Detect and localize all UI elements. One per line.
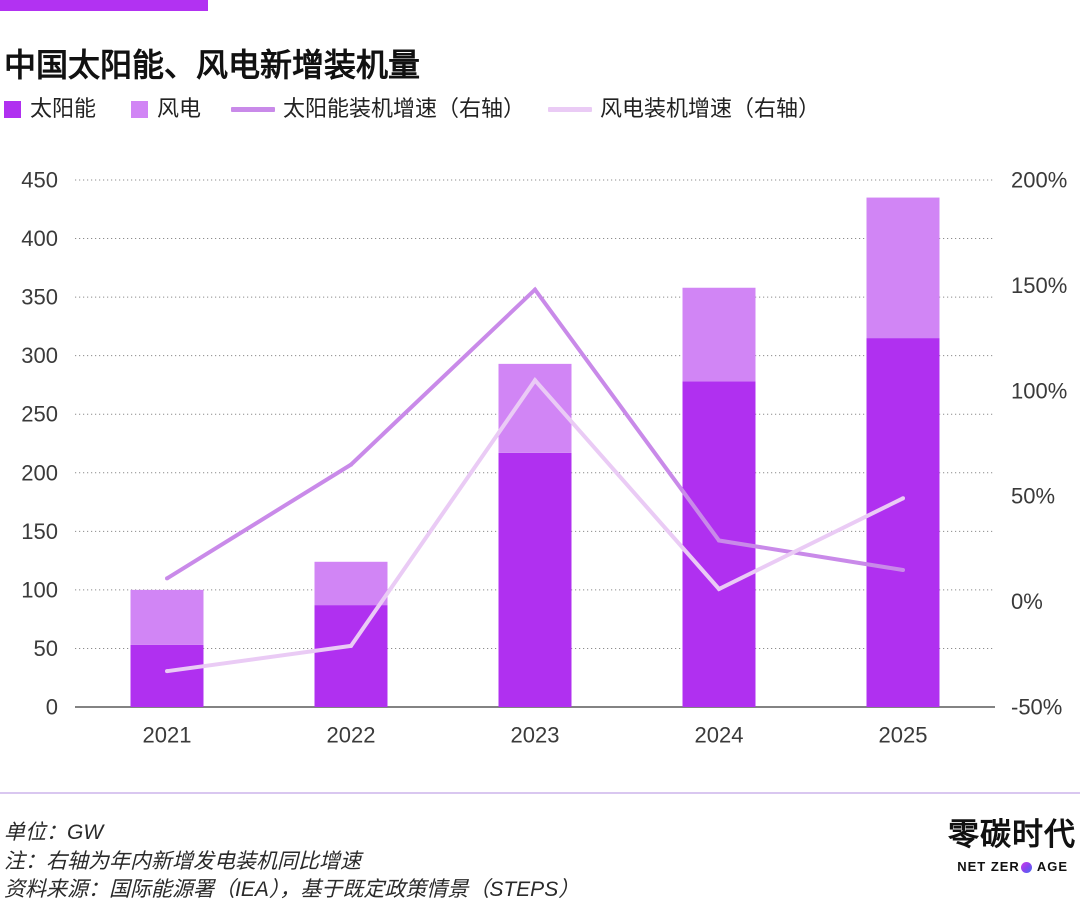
y-right-tick-label-1: 0% [1011,589,1043,614]
y-right-tick-label-3: 100% [1011,378,1067,403]
x-tick-label-2024: 2024 [695,723,744,748]
point-wind-growth-2022 [349,643,353,648]
logo-name: 零碳时代 [948,817,1076,852]
legend-line-wind-growth [548,106,592,112]
bar-solar-2022 [314,605,388,707]
y-left-tick-label-50: 50 [34,636,58,661]
source-note: 资料来源：国际能源署（IEA），基于既定政策情景（STEPS） [4,878,580,901]
x-tick-label-2021: 2021 [143,723,192,748]
legend-label-wind-growth: 风电装机增速（右轴） [600,96,821,121]
y-left-tick-label-150: 150 [21,519,58,544]
brand-logo: 零碳时代 NET ZER AGE [926,818,1076,874]
y-right-tick-label-0: -50% [1011,695,1062,720]
top-accent-bar [0,0,208,11]
y-left-tick-label-300: 300 [21,343,58,368]
bar-solar-2021 [130,644,204,707]
legend-swatch-solar [4,100,21,118]
point-wind-growth-2024 [717,586,721,591]
bar-wind-2024 [682,287,756,382]
axis-note: 注：右轴为年内新增发电装机同比增速 [4,849,361,873]
y-left-tick-label-200: 200 [21,460,58,485]
legend-item-wind-growth: 风电装机增速（右轴） [548,97,820,121]
unit-note: 单位：GW [4,821,104,844]
bar-solar-2023 [498,452,572,707]
logo-tagline-left: NET ZER [957,859,1020,874]
footer-divider [0,792,1080,794]
y-right-tick-label-5: 200% [1011,168,1067,193]
legend-item-solar: 太阳能 [4,97,96,121]
logo-dot-icon [1020,861,1032,873]
chart-title: 中国太阳能、风电新增装机量 [4,47,421,83]
point-wind-growth-2021 [165,669,169,674]
bar-wind-2025 [866,197,940,339]
footer-notes: 单位：GW 注：右轴为年内新增发电装机同比增速 资料来源：国际能源署（IEA），… [4,819,579,905]
logo-tagline-right: AGE [1036,859,1068,874]
point-wind-growth-2023 [533,378,537,383]
y-left-tick-label-0: 0 [46,695,58,720]
legend-swatch-wind [131,100,148,118]
point-solar-growth-2024 [717,538,721,543]
x-tick-label-2023: 2023 [511,723,560,748]
y-right-tick-label-4: 150% [1011,273,1067,298]
x-tick-label-2025: 2025 [879,723,928,748]
axis-label-layer: 0 50 100 150 200 250 300 350 400 450 -50% 0% 50% 100%… [21,168,1067,748]
line-layer [165,286,905,674]
y-left-tick-label-100: 100 [21,577,58,602]
x-tick-label-2022: 2022 [327,723,376,748]
legend-item-wind: 风电 [131,97,201,121]
legend-line-solar-growth [231,106,275,112]
point-solar-growth-2023 [533,287,537,292]
point-solar-growth-2025 [901,567,905,572]
y-left-tick-label-250: 250 [21,402,58,427]
bar-layer [130,197,940,707]
point-solar-growth-2022 [349,462,353,467]
y-left-tick-label-450: 450 [21,168,58,193]
point-wind-growth-2025 [901,496,905,501]
bar-wind-2022 [314,561,388,606]
legend-label-wind: 风电 [157,96,202,121]
bar-solar-2025 [866,338,940,707]
logo-tagline: NET ZER AGE [926,860,1076,874]
point-solar-growth-2021 [165,576,169,581]
bar-wind-2021 [130,589,204,645]
chart-legend: 太阳能 风电 太阳能装机增速（右轴） 风电装机增速（右轴） [0,97,1080,121]
y-left-tick-label-350: 350 [21,285,58,310]
y-right-tick-label-2: 50% [1011,484,1055,509]
chart-plot: 0 50 100 150 200 250 300 350 400 450 -50% 0% 50% 100%… [21,168,1067,748]
legend-label-solar: 太阳能 [30,96,97,121]
legend-label-solar-growth: 太阳能装机增速（右轴） [283,96,526,121]
y-left-tick-label-400: 400 [21,226,58,251]
legend-item-solar-growth: 太阳能装机增速（右轴） [231,97,525,121]
